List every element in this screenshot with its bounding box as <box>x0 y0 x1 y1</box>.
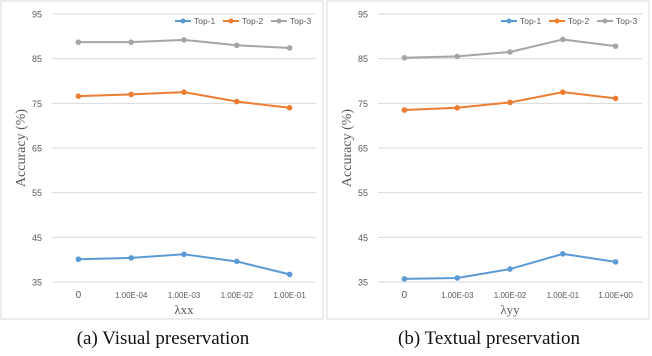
data-point <box>560 251 566 257</box>
legend-label: Top-1 <box>520 16 542 26</box>
data-point <box>454 275 460 281</box>
data-point <box>75 256 82 263</box>
legend-label: Top-2 <box>568 16 590 26</box>
x-tick-label: 1.00E-01 <box>547 291 580 300</box>
chart-textual-preservation: 95 85 75 65 55 45 35 0 1.00E-03 1.00E-02 1.00E-01 1… <box>326 0 650 320</box>
legend-label: Top-2 <box>242 16 264 26</box>
data-point <box>128 255 134 261</box>
x-tick-label: 1.00E-04 <box>115 291 148 300</box>
data-point <box>560 89 566 95</box>
x-tick-label: 1.00E-02 <box>494 291 527 300</box>
caption-textual: (b) Textual preservation <box>398 328 580 349</box>
data-point <box>454 53 460 60</box>
data-point <box>181 89 187 95</box>
data-point <box>507 266 513 272</box>
data-point <box>507 99 513 106</box>
legend-label: Top-1 <box>194 16 216 26</box>
y-tick-label: 35 <box>358 278 368 288</box>
chart-panel-textual: 95 85 75 65 55 45 35 0 1.00E-03 1.00E-02 1.00E-01 1… <box>326 0 652 356</box>
y-tick-label: 65 <box>32 144 42 154</box>
data-point <box>454 105 460 111</box>
x-axis-label: λyy <box>500 302 520 317</box>
x-tick-label: 1.00E-03 <box>168 291 201 300</box>
data-point <box>401 107 408 113</box>
x-tick-label: 0 <box>76 290 82 301</box>
legend-swatch-marker <box>554 18 560 24</box>
data-point <box>128 39 134 45</box>
caption-visual: (a) Visual preservation <box>76 328 250 349</box>
legend-swatch-marker <box>506 18 512 24</box>
chart-panel-visual: 95 85 75 65 55 45 35 0 1.00E-04 1.00E-03 1.00E-02 1… <box>0 0 324 349</box>
data-point <box>612 43 619 49</box>
legend-swatch-marker <box>276 18 282 24</box>
data-point <box>234 258 240 265</box>
data-point <box>507 49 513 55</box>
x-tick-label: 0 <box>402 290 408 301</box>
legend-swatch-marker <box>228 18 234 24</box>
data-point <box>128 91 134 98</box>
chart-frame <box>326 0 650 320</box>
y-axis-label: Accuracy (%) <box>340 109 355 187</box>
data-point <box>234 98 240 105</box>
data-point <box>612 259 619 265</box>
y-tick-label: 75 <box>358 99 368 109</box>
y-tick-label: 75 <box>32 99 42 109</box>
data-point <box>560 36 566 43</box>
data-point <box>75 93 82 99</box>
x-tick-label: 1.00E-03 <box>441 291 474 300</box>
y-tick-label: 55 <box>358 188 368 198</box>
data-point <box>401 276 408 282</box>
data-point <box>286 271 293 278</box>
y-tick-label: 45 <box>358 233 368 243</box>
y-tick-label: 95 <box>32 10 42 20</box>
legend-swatch-marker <box>602 18 608 24</box>
data-point <box>181 37 187 43</box>
data-point <box>286 105 293 111</box>
y-tick-label: 55 <box>32 188 42 198</box>
y-tick-label: 85 <box>358 54 368 64</box>
data-point <box>286 45 293 51</box>
data-point <box>401 54 408 61</box>
data-point <box>181 251 187 258</box>
x-tick-label: 1.00E+00 <box>598 291 633 300</box>
x-tick-label: 1.00E-01 <box>273 291 306 300</box>
x-axis-label: λxx <box>174 302 194 317</box>
y-tick-label: 35 <box>32 278 42 288</box>
data-point <box>75 39 82 45</box>
y-tick-label: 85 <box>32 54 42 64</box>
legend-swatch-marker <box>180 18 186 24</box>
chart-frame <box>0 0 324 320</box>
legend-label: Top-3 <box>290 16 312 26</box>
x-tick-label: 1.00E-02 <box>221 291 254 300</box>
legend-label: Top-3 <box>616 16 638 26</box>
y-axis-label: Accuracy (%) <box>14 109 29 187</box>
y-tick-label: 95 <box>358 10 368 20</box>
chart-visual-preservation: 95 85 75 65 55 45 35 0 1.00E-04 1.00E-03 1.00E-02 1… <box>0 0 324 320</box>
y-tick-label: 65 <box>358 144 368 154</box>
y-tick-label: 45 <box>32 233 42 243</box>
data-point <box>612 95 619 102</box>
data-point <box>234 42 240 49</box>
